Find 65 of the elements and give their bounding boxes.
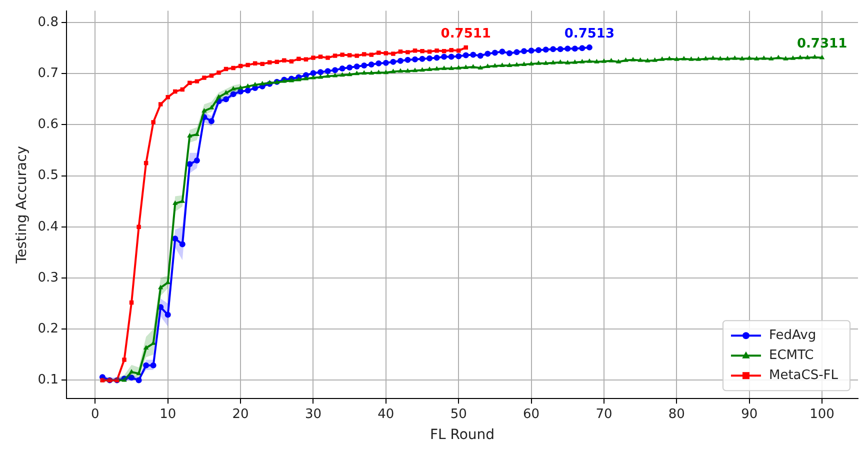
y-tick-label: 0.7 <box>38 66 58 82</box>
y-tick-label: 0.4 <box>38 219 58 234</box>
point <box>354 54 359 58</box>
point <box>188 80 192 85</box>
point <box>246 62 250 68</box>
point <box>340 52 344 57</box>
point <box>442 49 446 54</box>
point <box>296 56 301 61</box>
x-tick-label: 10 <box>160 406 176 422</box>
x-tick-label: 40 <box>378 406 394 422</box>
point <box>209 74 214 78</box>
point <box>311 56 316 60</box>
point <box>347 53 352 58</box>
x-tick-label: 70 <box>596 406 612 422</box>
y-tick-label: 0.1 <box>38 372 58 388</box>
x-tick-label: 20 <box>232 406 249 422</box>
y-tick-label: 0.3 <box>38 270 58 286</box>
point <box>406 50 410 54</box>
point <box>434 48 439 53</box>
point <box>122 358 126 362</box>
point <box>202 76 206 80</box>
x-tick-label: 50 <box>450 406 467 422</box>
point <box>449 48 454 52</box>
point <box>166 95 170 100</box>
point <box>391 52 396 56</box>
y-tick-label: 0.6 <box>38 117 58 132</box>
x-tick-label: 90 <box>741 406 758 422</box>
point <box>318 54 323 59</box>
legend-label: FedAvg <box>768 328 816 343</box>
point <box>282 58 286 62</box>
y-tick-label: 0.8 <box>38 14 58 30</box>
y-tick-label: 0.2 <box>38 321 58 336</box>
point <box>326 56 330 60</box>
point <box>427 50 432 54</box>
legend-label: ECMTC <box>768 348 814 363</box>
point <box>216 70 221 75</box>
point <box>412 48 418 53</box>
point <box>158 102 163 106</box>
y-tick-label: 0.5 <box>38 168 58 184</box>
x-tick-label: 80 <box>668 406 685 422</box>
point <box>194 79 200 84</box>
point <box>304 57 308 62</box>
point <box>456 48 461 53</box>
point <box>420 49 424 54</box>
point <box>260 62 264 66</box>
point <box>173 89 178 94</box>
annotation: 0.7311 <box>796 36 848 52</box>
point <box>362 52 366 56</box>
point <box>398 50 403 54</box>
point <box>151 120 156 124</box>
annotation: 0.7513 <box>564 26 615 42</box>
point <box>231 66 236 70</box>
x-tick-label: 100 <box>810 406 834 422</box>
point <box>384 51 388 56</box>
annotation: 0.7511 <box>440 26 491 42</box>
legend-label: MetaCS-FL <box>768 368 839 383</box>
x-tick-label: 30 <box>304 406 322 422</box>
x-tick-label: 60 <box>523 406 540 422</box>
point <box>369 52 374 57</box>
point <box>376 50 381 55</box>
point <box>136 224 141 230</box>
y-axis-title: Testing Accuracy <box>14 146 30 264</box>
x-tick-label: 0 <box>91 406 100 422</box>
x-axis-title: FL Round <box>430 427 495 444</box>
point <box>332 54 338 58</box>
